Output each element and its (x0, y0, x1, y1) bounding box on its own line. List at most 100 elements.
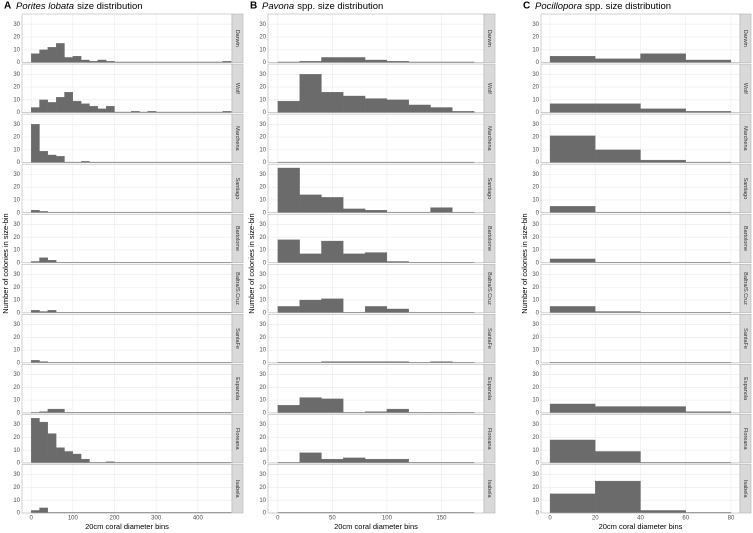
y-tick-label: 10 (259, 198, 266, 204)
histogram-bar (364, 306, 388, 313)
histogram-bar (549, 258, 596, 263)
histogram-bar (31, 510, 40, 514)
facet-strip (231, 163, 244, 213)
histogram-bar (685, 59, 732, 63)
histogram-bar (364, 458, 388, 464)
histogram-bar (47, 260, 57, 263)
x-tick-label: 300 (151, 516, 162, 522)
y-tick-label: 30 (532, 472, 539, 478)
facet-label: Santiago (742, 178, 748, 200)
y-tick-label: 10 (13, 97, 20, 103)
title-species: Porites lobata (16, 1, 74, 12)
facet-label: Marchena (234, 126, 240, 151)
facet-label: Marchena (486, 126, 492, 151)
histogram-bar (321, 197, 344, 213)
histogram-bar (640, 510, 686, 514)
histogram-bar (31, 418, 40, 464)
histogram-bar (386, 308, 409, 313)
facet-strip (739, 63, 752, 113)
y-tick-label: 20 (13, 285, 20, 291)
histogram-bar (39, 257, 48, 263)
facet-label: Espanola (234, 377, 240, 401)
histogram-bar (549, 439, 596, 464)
y-tick-label: 10 (259, 298, 266, 304)
panel-label: B (250, 1, 257, 12)
title-suffix: spp. size distribution (585, 1, 671, 12)
y-tick-label: 10 (13, 47, 20, 53)
facet-label: SantaFe (486, 328, 492, 349)
histogram-bar (640, 406, 686, 414)
y-tick-label: 10 (259, 498, 266, 504)
panel-label: A (4, 1, 11, 12)
y-tick-label: 0 (536, 210, 540, 216)
y-tick-label: 30 (532, 372, 539, 378)
y-tick-label: 0 (263, 310, 267, 316)
y-tick-label: 20 (532, 485, 539, 491)
y-tick-label: 10 (13, 448, 20, 454)
y-tick-label: 10 (532, 147, 539, 153)
x-tick-label: 0 (548, 516, 552, 522)
facet-label: Isabela (234, 480, 240, 499)
y-tick-label: 10 (259, 47, 266, 53)
x-tick-label: 0 (276, 516, 280, 522)
y-tick-label: 0 (536, 60, 540, 66)
y-tick-label: 0 (263, 160, 267, 166)
facet-strip (739, 414, 752, 464)
panel-title: Porites lobata size distribution (16, 1, 143, 12)
y-tick-label: 30 (259, 22, 266, 28)
y-axis-label: Number of colonies in size-bin (1, 213, 10, 313)
histogram-bar (72, 453, 82, 464)
histogram-bar (39, 49, 48, 63)
x-tick-label: 400 (193, 516, 204, 522)
histogram-bar (64, 57, 73, 63)
y-tick-label: 30 (13, 322, 20, 328)
histogram-bar (299, 397, 322, 414)
histogram-bar (31, 360, 40, 364)
facet-strip (231, 414, 244, 464)
histogram-bar (343, 95, 366, 113)
histogram-bar (321, 57, 344, 63)
facet-label: Wolf (486, 83, 492, 94)
y-axis-label: Number of colonies in size-bin (247, 213, 256, 313)
y-tick-label: 20 (13, 335, 20, 341)
y-tick-label: 0 (17, 60, 21, 66)
panel-background (22, 364, 232, 413)
x-tick-label: 40 (637, 516, 644, 522)
facet-strip (483, 364, 496, 414)
histogram-bar (89, 106, 98, 113)
histogram-bar (364, 59, 388, 63)
panel-background (22, 264, 232, 313)
facet-label: Bartolome (486, 226, 492, 251)
histogram-bar (64, 92, 73, 113)
y-tick-label: 0 (263, 60, 267, 66)
histogram-bar (299, 452, 322, 464)
panel-background (22, 314, 232, 363)
histogram-bar (386, 408, 409, 414)
facet-label: Floreana (234, 428, 240, 451)
y-tick-label: 10 (13, 147, 20, 153)
histogram-bar (595, 480, 641, 514)
histogram-bar (595, 58, 641, 63)
histogram-bar (56, 447, 65, 464)
facet-label: Santiago (486, 178, 492, 200)
y-tick-label: 0 (263, 210, 267, 216)
x-tick-label: 80 (728, 516, 735, 522)
facet-strip (483, 313, 496, 364)
y-tick-label: 10 (259, 147, 266, 153)
panel-background (22, 114, 232, 163)
y-tick-label: 30 (259, 322, 266, 328)
histogram-bar (56, 156, 65, 163)
y-tick-label: 0 (263, 461, 267, 467)
histogram-bar (595, 149, 641, 163)
x-axis-label: 20cm coral diameter bins (599, 522, 683, 531)
histogram-bar (430, 207, 453, 213)
histogram-bar (549, 493, 596, 514)
x-tick-label: 150 (436, 516, 447, 522)
facet-label: Floreana (742, 428, 748, 451)
histogram-bar (31, 53, 40, 63)
y-tick-label: 30 (259, 372, 266, 378)
y-tick-label: 30 (13, 172, 20, 178)
y-tick-label: 10 (259, 398, 266, 404)
title-suffix: size distribution (77, 1, 142, 12)
